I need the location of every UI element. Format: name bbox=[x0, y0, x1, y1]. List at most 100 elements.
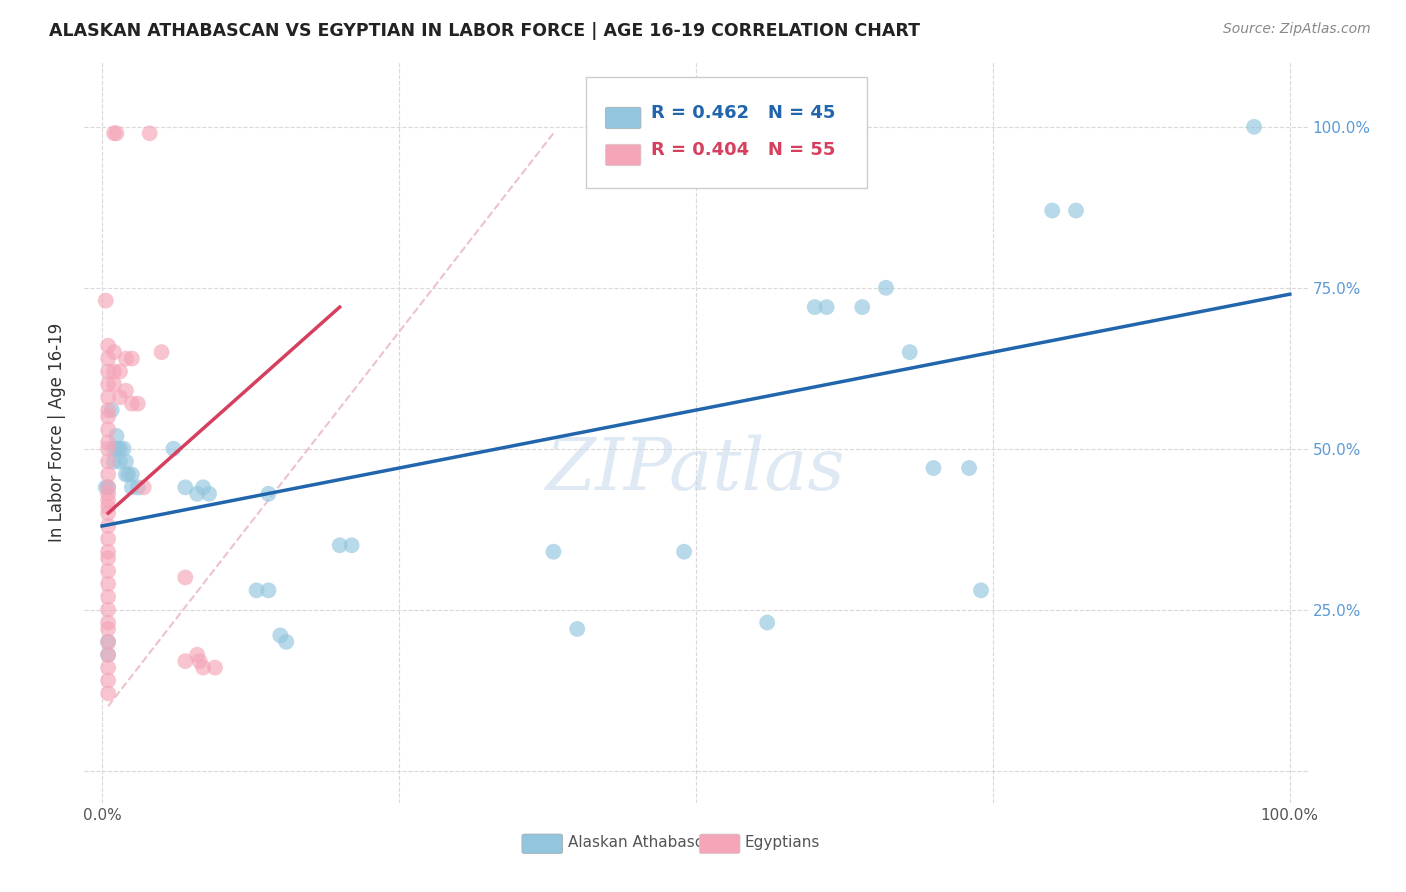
Point bbox=[94, 293, 117, 308]
Point bbox=[97, 487, 120, 501]
Point bbox=[100, 403, 122, 417]
Y-axis label: In Labor Force | Age 16-19: In Labor Force | Age 16-19 bbox=[48, 323, 66, 542]
Point bbox=[103, 377, 125, 392]
Point bbox=[1064, 203, 1087, 218]
Point bbox=[108, 454, 131, 468]
Point bbox=[97, 435, 120, 450]
Point bbox=[97, 622, 120, 636]
Point bbox=[97, 590, 120, 604]
Point bbox=[103, 442, 125, 456]
Point bbox=[174, 480, 197, 494]
Point bbox=[875, 281, 897, 295]
Point bbox=[107, 442, 129, 456]
Point bbox=[112, 442, 135, 456]
Point bbox=[105, 429, 128, 443]
Point bbox=[97, 403, 120, 417]
Point bbox=[922, 461, 945, 475]
Point bbox=[191, 660, 214, 674]
Point bbox=[97, 635, 120, 649]
Point bbox=[756, 615, 779, 630]
Point bbox=[97, 339, 120, 353]
Point bbox=[97, 519, 120, 533]
Point bbox=[97, 564, 120, 578]
Point bbox=[1040, 203, 1063, 218]
Point bbox=[97, 480, 120, 494]
Point bbox=[97, 467, 120, 482]
Point bbox=[898, 345, 921, 359]
Point bbox=[162, 442, 184, 456]
Point bbox=[97, 500, 120, 514]
Point bbox=[803, 300, 825, 314]
Point bbox=[1243, 120, 1265, 134]
Point bbox=[97, 545, 120, 559]
Point bbox=[103, 126, 125, 140]
Point bbox=[97, 615, 120, 630]
FancyBboxPatch shape bbox=[606, 145, 641, 166]
Point bbox=[108, 390, 131, 404]
Point bbox=[115, 454, 138, 468]
Point bbox=[174, 570, 197, 584]
Point bbox=[198, 487, 221, 501]
Point bbox=[121, 397, 143, 411]
Point bbox=[97, 364, 120, 378]
Point bbox=[97, 648, 120, 662]
Point bbox=[186, 648, 208, 662]
Point bbox=[97, 602, 120, 616]
Point bbox=[329, 538, 352, 552]
Text: Egyptians: Egyptians bbox=[745, 836, 820, 850]
Point bbox=[127, 480, 149, 494]
Point bbox=[245, 583, 267, 598]
Point bbox=[97, 673, 120, 688]
Point bbox=[103, 454, 125, 468]
Point bbox=[851, 300, 873, 314]
Point bbox=[186, 487, 208, 501]
Text: ALASKAN ATHABASCAN VS EGYPTIAN IN LABOR FORCE | AGE 16-19 CORRELATION CHART: ALASKAN ATHABASCAN VS EGYPTIAN IN LABOR … bbox=[49, 22, 920, 40]
Point bbox=[97, 351, 120, 366]
Point bbox=[117, 467, 139, 482]
Point bbox=[191, 480, 214, 494]
Point bbox=[673, 545, 696, 559]
Point bbox=[97, 454, 120, 468]
Point bbox=[97, 377, 120, 392]
Point bbox=[108, 442, 131, 456]
Point bbox=[94, 480, 117, 494]
Point bbox=[97, 506, 120, 520]
Point bbox=[276, 635, 298, 649]
Point bbox=[204, 660, 226, 674]
Point bbox=[815, 300, 838, 314]
Text: ZIPatlas: ZIPatlas bbox=[546, 434, 846, 505]
Text: R = 0.462   N = 45: R = 0.462 N = 45 bbox=[651, 103, 835, 122]
Point bbox=[97, 686, 120, 700]
Point bbox=[957, 461, 980, 475]
Point bbox=[97, 635, 120, 649]
Point bbox=[97, 577, 120, 591]
Point bbox=[121, 480, 143, 494]
Point bbox=[103, 345, 125, 359]
Point bbox=[105, 126, 128, 140]
Point bbox=[257, 487, 280, 501]
Point bbox=[97, 551, 120, 566]
Point bbox=[174, 654, 197, 668]
Text: Source: ZipAtlas.com: Source: ZipAtlas.com bbox=[1223, 22, 1371, 37]
Point bbox=[121, 467, 143, 482]
Point bbox=[115, 384, 138, 398]
FancyBboxPatch shape bbox=[586, 78, 868, 188]
Point bbox=[121, 351, 143, 366]
Text: R = 0.404   N = 55: R = 0.404 N = 55 bbox=[651, 141, 835, 159]
Point bbox=[103, 364, 125, 378]
Point bbox=[132, 480, 155, 494]
Point bbox=[543, 545, 565, 559]
Point bbox=[108, 364, 131, 378]
Point bbox=[970, 583, 993, 598]
Point bbox=[97, 409, 120, 424]
Point bbox=[97, 660, 120, 674]
Point bbox=[127, 397, 149, 411]
Point bbox=[97, 422, 120, 436]
Point bbox=[97, 493, 120, 508]
Point bbox=[340, 538, 363, 552]
Point bbox=[567, 622, 589, 636]
Point bbox=[115, 351, 138, 366]
Point bbox=[97, 390, 120, 404]
Point bbox=[97, 532, 120, 546]
Point bbox=[115, 467, 138, 482]
